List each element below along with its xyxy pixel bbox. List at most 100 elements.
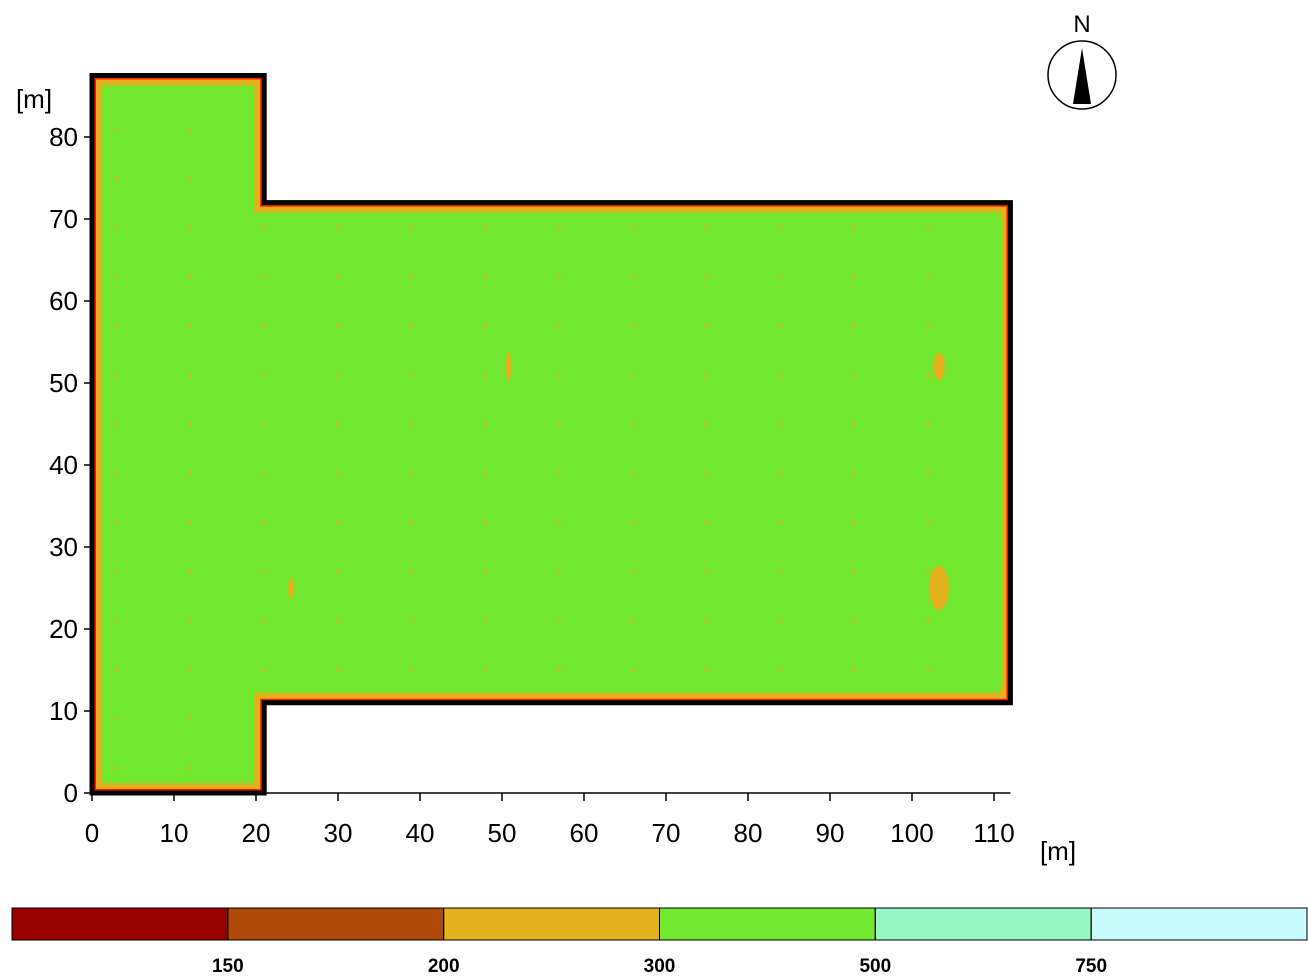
- grid-point: [188, 274, 192, 278]
- x-tick-label: 90: [816, 818, 845, 848]
- grid-point: [779, 471, 783, 475]
- grid-point: [484, 520, 488, 525]
- grid-point: [410, 619, 414, 623]
- x-tick-label: 40: [406, 818, 435, 848]
- grid-point: [853, 668, 857, 672]
- grid-point: [484, 274, 488, 278]
- grid-point: [557, 520, 562, 525]
- grid-point: [336, 570, 340, 574]
- grid-point: [853, 225, 857, 229]
- grid-point: [262, 619, 266, 623]
- grid-point: [410, 373, 414, 377]
- grid-point: [926, 225, 931, 229]
- grid-point: [115, 668, 119, 672]
- grid-point: [262, 422, 266, 426]
- room-outline: [89, 73, 1013, 796]
- grid-point: [705, 471, 709, 475]
- grid-point: [262, 471, 266, 475]
- grid-point: [262, 274, 266, 278]
- grid-point: [336, 520, 340, 525]
- y-tick-label: 40: [49, 450, 78, 480]
- grid-point: [779, 373, 783, 377]
- colorbar-segment: [11, 907, 229, 941]
- y-tick-label: 70: [49, 204, 78, 234]
- grid-point: [557, 422, 562, 426]
- grid-point: [115, 619, 119, 623]
- grid-point: [705, 619, 709, 623]
- grid-point: [410, 324, 414, 328]
- x-tick-label: 50: [488, 818, 517, 848]
- grid-point: [557, 668, 562, 672]
- grid-point: [336, 373, 340, 377]
- grid-point: [926, 520, 931, 525]
- grid-point: [853, 471, 857, 475]
- grid-point: [926, 422, 931, 426]
- grid-point: [484, 225, 488, 229]
- x-tick-label: 70: [652, 818, 681, 848]
- grid-point: [188, 176, 192, 180]
- grid-point: [853, 324, 857, 328]
- grid-point: [410, 225, 414, 229]
- colorbar-label: 150: [212, 956, 244, 974]
- grid-point: [557, 619, 562, 623]
- grid-point: [631, 668, 635, 672]
- grid-point: [188, 520, 192, 525]
- x-tick-label: 60: [570, 818, 599, 848]
- inner-region: [101, 89, 253, 784]
- grid-point: [188, 324, 192, 328]
- y-tick-label: 0: [64, 778, 78, 808]
- x-tick-label: 100: [890, 818, 933, 848]
- inner-region: [272, 219, 1003, 687]
- x-tick-label: 10: [160, 818, 189, 848]
- grid-point: [336, 471, 340, 475]
- grid-point: [926, 471, 931, 475]
- grid-point: [557, 471, 562, 475]
- grid-point: [262, 668, 266, 672]
- grid-point: [410, 471, 414, 475]
- grid-point: [705, 570, 709, 574]
- grid-point: [115, 127, 119, 131]
- x-tick-label: 20: [242, 818, 271, 848]
- grid-point: [631, 225, 635, 229]
- grid-point: [188, 471, 192, 475]
- grid-point: [262, 225, 266, 229]
- grid-point: [557, 373, 562, 377]
- grid-point: [115, 717, 119, 721]
- colorbar-label: 200: [428, 956, 460, 974]
- y-tick-label: 10: [49, 696, 78, 726]
- y-tick-label: 30: [49, 532, 78, 562]
- y-tick-label: 60: [49, 286, 78, 316]
- y-axis-label: [m]: [16, 84, 52, 114]
- grid-point: [853, 520, 857, 525]
- grid-point: [336, 225, 340, 229]
- colorbar-segment: [443, 907, 660, 941]
- grid-point: [926, 619, 931, 623]
- grid-point: [115, 176, 119, 180]
- grid-point: [779, 274, 783, 278]
- x-tick-label: 110: [973, 818, 1014, 848]
- grid-point: [115, 324, 119, 328]
- grid-point: [853, 619, 857, 623]
- grid-point: [705, 324, 709, 328]
- grid-point: [853, 570, 857, 574]
- grid-point: [557, 225, 562, 229]
- y-tick-label: 80: [49, 122, 78, 152]
- grid-point: [853, 422, 857, 426]
- grid-point: [188, 225, 192, 229]
- x-axis-label: [m]: [1040, 836, 1076, 866]
- grid-point: [262, 520, 266, 525]
- grid-point: [336, 668, 340, 672]
- grid-point: [631, 619, 635, 623]
- grid-point: [631, 324, 635, 328]
- compass: [1047, 40, 1117, 110]
- colorbar-segment: [659, 907, 876, 941]
- grid-point: [188, 766, 192, 771]
- grid-point: [705, 225, 709, 229]
- grid-point: [115, 422, 119, 426]
- grid-point: [705, 520, 709, 525]
- grid-point: [484, 570, 488, 574]
- grid-point: [188, 570, 192, 574]
- grid-point: [779, 668, 783, 672]
- grid-point: [410, 520, 414, 525]
- grid-point: [115, 471, 119, 475]
